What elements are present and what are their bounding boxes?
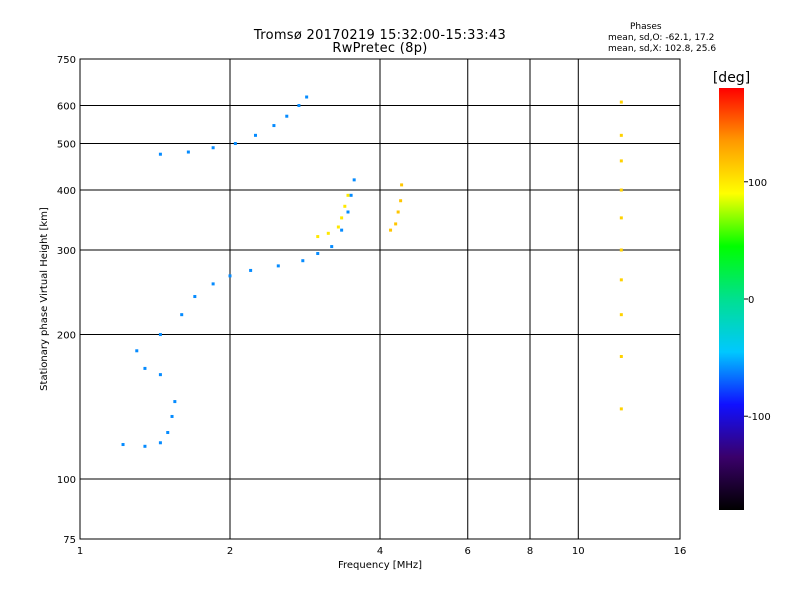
data-point [228,274,232,278]
data-point [326,231,330,235]
data-point [619,407,623,411]
data-point [346,193,350,197]
data-point [297,104,301,108]
data-point [158,441,162,445]
plot-frame [79,58,681,540]
data-point [330,245,334,249]
data-point [349,193,353,197]
data-point [121,443,125,447]
x-tick-label: 4 [377,546,383,557]
x-tick-label: 2 [227,546,233,557]
data-point [619,159,623,163]
data-point [619,313,623,317]
data-point [158,333,162,337]
data-point [336,225,340,229]
y-tick-label: 400 [57,186,76,197]
axis-ticks: 1 2 4 6 8 10 16 75 100 200 300 400 500 600 750 [57,55,686,557]
y-tick-label: 600 [57,102,76,113]
y-tick-label: 500 [57,140,76,151]
colorbar-gradient [719,88,744,510]
data-point [619,354,623,358]
grid [80,59,680,539]
data-point [343,204,347,208]
data-point [340,228,344,232]
colorbar: [deg] 100 0 -100 [713,70,771,510]
data-point [316,235,320,239]
data-point [346,210,350,214]
data-point [285,114,289,118]
data-point [352,178,356,182]
phases-heading: Phases [630,22,662,32]
data-point [158,152,162,156]
x-tick-label: 10 [572,546,585,557]
y-tick-label: 75 [63,535,76,546]
data-point [186,150,190,154]
data-point [135,349,139,353]
data-point [399,199,403,203]
data-point [211,282,215,286]
data-point [619,100,623,104]
data-point [305,95,309,99]
data-point [143,366,147,370]
data-point [233,142,237,146]
data-point [400,183,404,187]
data-point [619,248,623,252]
y-tick-label: 300 [57,246,76,257]
data-point [316,252,320,256]
data-point [143,444,147,448]
x-tick-label: 6 [465,546,471,557]
chart-title: Tromsø 20170219 15:32:00-15:33:43 [253,28,507,43]
data-point [301,259,305,263]
y-tick-label: 200 [57,331,76,342]
data-point [193,295,197,299]
data-point [158,373,162,377]
data-point [211,146,215,150]
data-point [389,228,393,232]
colorbar-ticks: 100 0 -100 [744,178,771,423]
phases-o-stats: mean, sd,O: -62.1, 17.2 [608,33,715,43]
data-point [619,216,623,220]
colorbar-tick-label: -100 [748,412,771,423]
chart-subtitle: RwPretec (8p) [332,41,428,56]
colorbar-tick-label: 100 [748,178,767,189]
data-point [253,133,257,137]
y-axis-label: Stationary phase Virtual Height [km] [39,207,50,391]
colorbar-tick-label: 0 [748,295,754,306]
data-point [173,400,177,404]
x-axis-label: Frequency [MHz] [338,560,422,571]
x-tick-label: 1 [77,546,83,557]
data-point [619,133,623,137]
colorbar-label: [deg] [713,70,750,86]
data-point [396,210,400,214]
phases-x-stats: mean, sd,X: 102.8, 25.6 [608,44,717,54]
data-point [619,278,623,282]
data-point [249,268,253,272]
y-tick-label: 750 [57,55,76,66]
data-point [276,264,280,268]
data-point [180,313,184,317]
data-point [394,222,398,226]
x-tick-label: 8 [527,546,533,557]
data-points [121,95,623,448]
data-point [272,124,276,128]
data-point [619,188,623,192]
y-tick-label: 100 [57,475,76,486]
x-tick-label: 16 [674,546,687,557]
data-point [170,414,174,418]
data-point [340,216,344,220]
data-point [166,431,170,435]
